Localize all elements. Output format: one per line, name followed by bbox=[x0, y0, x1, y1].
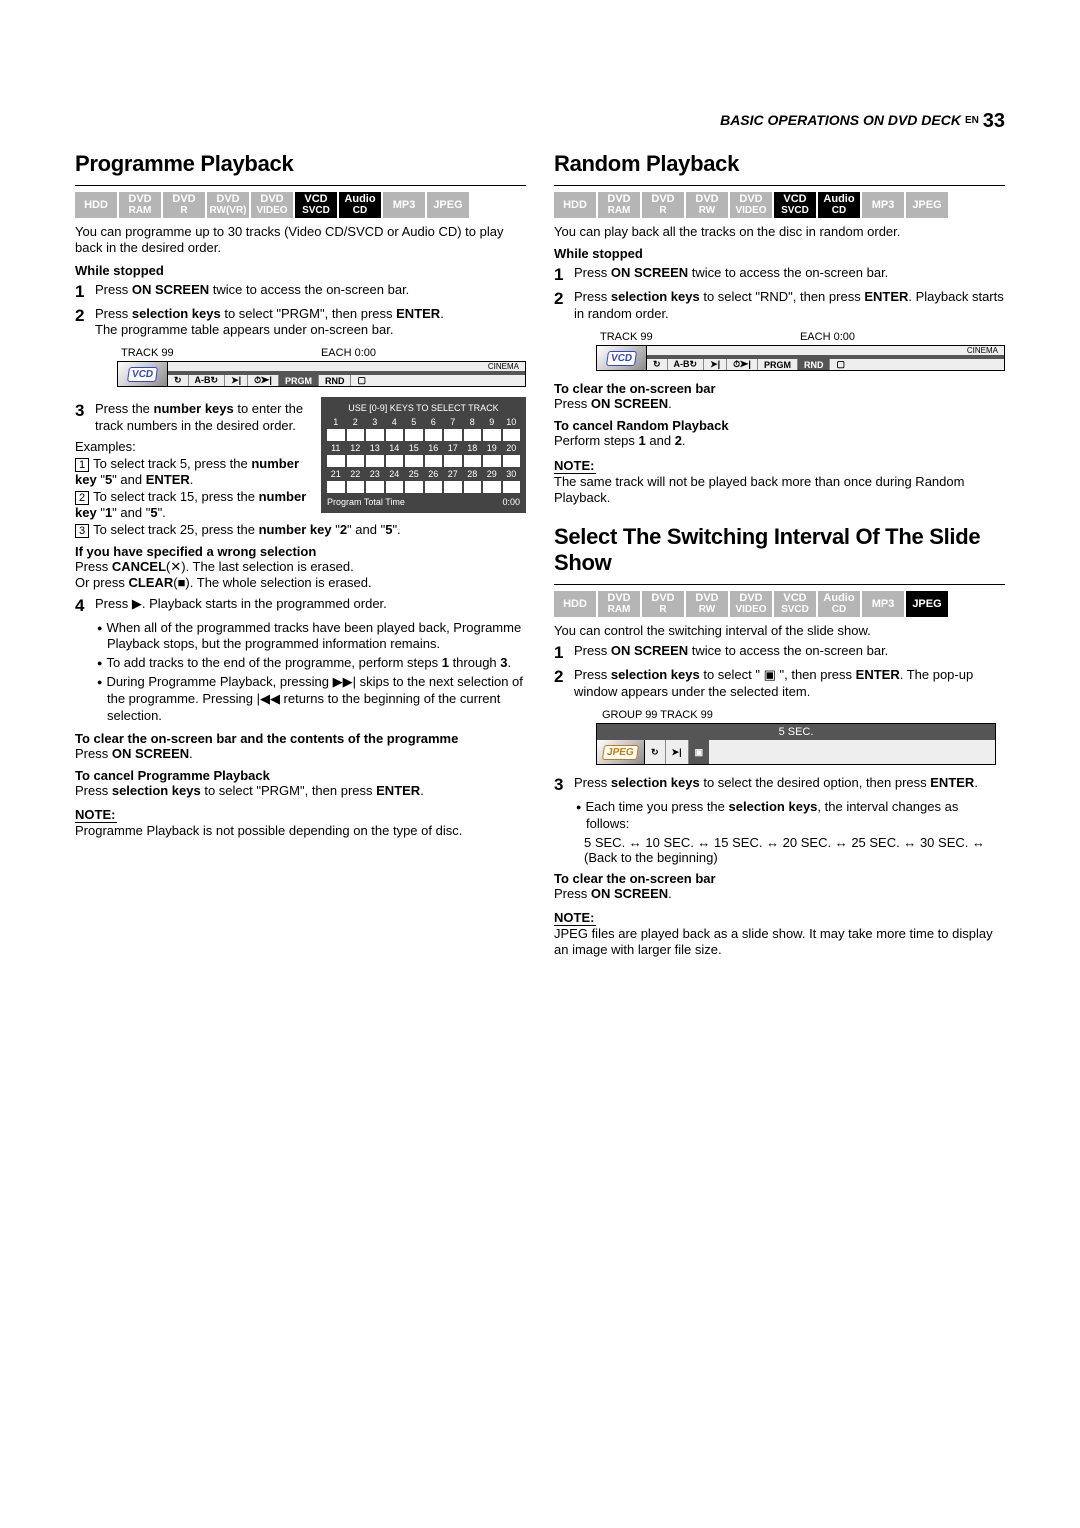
page-header: BASIC OPERATIONS ON DVD DECKEN 33 bbox=[75, 110, 1005, 133]
format-badges-programme: HDDDVDRAMDVDRDVDRW(VR)DVDVIDEOVCDSVCDAud… bbox=[75, 192, 526, 218]
format-badge: VCDSVCD bbox=[295, 192, 337, 218]
osd-button: ▢ bbox=[350, 375, 372, 386]
format-badge: DVDRAM bbox=[598, 192, 640, 218]
format-badge: MP3 bbox=[862, 591, 904, 617]
osd-button: ↻ bbox=[645, 740, 665, 764]
osd-button: ▢ bbox=[829, 359, 851, 370]
format-badge: DVDRAM bbox=[598, 591, 640, 617]
osd-button: ↻ bbox=[168, 375, 188, 386]
format-badge: DVDRW bbox=[686, 192, 728, 218]
format-badge: DVDR bbox=[642, 192, 684, 218]
format-badges-slide: HDDDVDRAMDVDRDVDRWDVDVIDEOVCDSVCDAudioCD… bbox=[554, 591, 1005, 617]
programme-title: Programme Playback bbox=[75, 151, 526, 177]
format-badges-random: HDDDVDRAMDVDRDVDRWDVDVIDEOVCDSVCDAudioCD… bbox=[554, 192, 1005, 218]
random-title: Random Playback bbox=[554, 151, 1005, 177]
format-badge: JPEG bbox=[427, 192, 469, 218]
osd-button: ↻ bbox=[647, 359, 667, 370]
osd-button: ➤| bbox=[703, 359, 726, 370]
format-badge: MP3 bbox=[383, 192, 425, 218]
osd-button: ⏱➤| bbox=[726, 359, 757, 370]
left-column: Programme Playback HDDDVDRAMDVDRDVDRW(VR… bbox=[75, 151, 526, 959]
format-badge: DVDR bbox=[163, 192, 205, 218]
osd-button: RND bbox=[797, 359, 830, 370]
format-badge: DVDVIDEO bbox=[730, 591, 772, 617]
osd-button: ➤| bbox=[665, 740, 688, 764]
osd-button: A-B↻ bbox=[188, 375, 225, 386]
format-badge: VCDSVCD bbox=[774, 192, 816, 218]
slideshow-title: Select The Switching Interval Of The Sli… bbox=[554, 524, 1005, 576]
osd-button: RND bbox=[318, 375, 351, 386]
osd-button: A-B↻ bbox=[667, 359, 704, 370]
format-badge: DVDRW bbox=[686, 591, 728, 617]
osd-button: ▣ bbox=[688, 740, 710, 764]
format-badge: DVDRAM bbox=[119, 192, 161, 218]
format-badge: AudioCD bbox=[818, 192, 860, 218]
track-grid: USE [0-9] KEYS TO SELECT TRACK 123456789… bbox=[321, 397, 526, 513]
format-badge: VCDSVCD bbox=[774, 591, 816, 617]
osd-random: TRACK 99EACH 0:00 VCD CINEMA ↻A-B↻➤|⏱➤|P… bbox=[596, 331, 1005, 371]
format-badge: JPEG bbox=[906, 591, 948, 617]
format-badge: DVDVIDEO bbox=[251, 192, 293, 218]
format-badge: AudioCD bbox=[339, 192, 381, 218]
osd-button: ➤| bbox=[224, 375, 247, 386]
osd-button: PRGM bbox=[757, 359, 797, 370]
osd-button: PRGM bbox=[278, 375, 318, 386]
format-badge: HDD bbox=[75, 192, 117, 218]
format-badge: DVDR bbox=[642, 591, 684, 617]
osd-programme: TRACK 99EACH 0:00 VCD CINEMA ↻A-B↻➤|⏱➤|P… bbox=[117, 347, 526, 387]
format-badge: DVDVIDEO bbox=[730, 192, 772, 218]
format-badge: HDD bbox=[554, 591, 596, 617]
osd-button: ⏱➤| bbox=[247, 375, 278, 386]
format-badge: HDD bbox=[554, 192, 596, 218]
format-badge: AudioCD bbox=[818, 591, 860, 617]
osd-slideshow: GROUP 99 TRACK 99 5 SEC. JPEG ↻➤|▣ bbox=[596, 709, 996, 765]
format-badge: MP3 bbox=[862, 192, 904, 218]
right-column: Random Playback HDDDVDRAMDVDRDVDRWDVDVID… bbox=[554, 151, 1005, 959]
format-badge: DVDRW(VR) bbox=[207, 192, 249, 218]
format-badge: JPEG bbox=[906, 192, 948, 218]
